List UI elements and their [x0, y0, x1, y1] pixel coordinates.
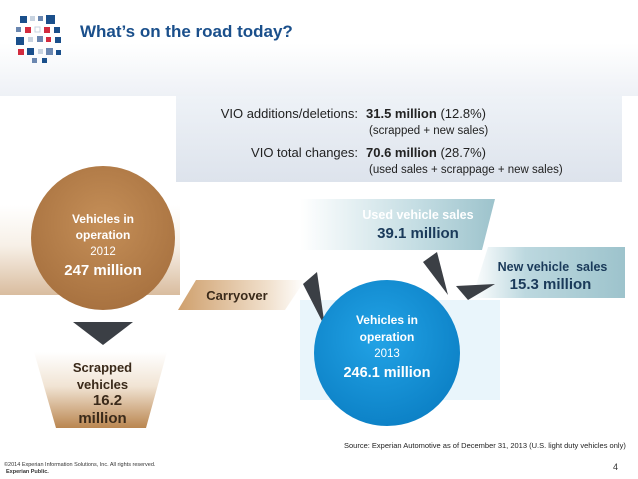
vio2012-line2: operation [75, 228, 131, 242]
vio2012-year: 2012 [90, 246, 116, 258]
stat-value-total: 70.6 million (28.7%) [366, 145, 486, 160]
stat-amount-additions: 31.5 million [366, 106, 437, 121]
stat-value-additions: 31.5 million (12.8%) [366, 106, 486, 121]
stat-pct-additions: (12.8%) [440, 106, 486, 121]
vio2012-circle [31, 166, 175, 310]
stats-panel [176, 96, 622, 182]
scrapped-value: 16.2 [92, 392, 123, 409]
stat-label-total: VIO total changes: [251, 145, 358, 160]
stat-pct-total: (28.7%) [440, 145, 486, 160]
title-band [0, 0, 638, 96]
down-arrow-icon [73, 322, 133, 345]
carryover-label: Carryover [206, 288, 268, 303]
vio2012-line1: Vehicles in [71, 212, 135, 226]
new-sales-shape [472, 247, 625, 298]
experian-logo-icon [16, 15, 61, 63]
scrapped-unit: million [78, 410, 127, 427]
stat-amount-total: 70.6 million [366, 145, 437, 160]
vio2013-circle [314, 280, 460, 426]
stat-label-additions: VIO additions/deletions: [220, 106, 358, 121]
carryover-arrow-icon [303, 272, 325, 327]
classification-text: Experian Public. [6, 469, 49, 475]
vio2013-value: 246.1 million [343, 365, 431, 381]
vio2013-year: 2013 [374, 348, 400, 360]
used-sales-arrow-icon [423, 252, 448, 295]
carryover-shape [178, 280, 305, 310]
page-number: 4 [613, 462, 619, 472]
stat-note-additions: (scrapped + new sales) [369, 125, 489, 137]
used-sales-label: Used vehicle sales [362, 208, 474, 222]
copyright-text: ©2014 Experian Information Solutions, In… [4, 462, 156, 468]
new-sales-label: New vehicle sales [497, 260, 608, 274]
used-sales-shape [300, 199, 495, 250]
vio2013-line2: operation [359, 330, 415, 344]
stat-note-total: (used sales + scrappage + new sales) [369, 164, 563, 176]
page-title: What’s on the road today? [80, 22, 293, 41]
vio2012-value: 247 million [64, 262, 142, 279]
new-sales-arrow-icon [456, 284, 495, 300]
scrapped-shape [34, 352, 167, 428]
vio2013-line1: Vehicles in [355, 313, 419, 327]
used-sales-value: 39.1 million [377, 225, 459, 242]
scrapped-line2: vehicles [76, 377, 129, 392]
scrapped-line1: Scrapped [72, 360, 133, 375]
new-sales-value: 15.3 million [509, 276, 592, 293]
source-note: Source: Experian Automotive as of Decemb… [344, 441, 626, 450]
